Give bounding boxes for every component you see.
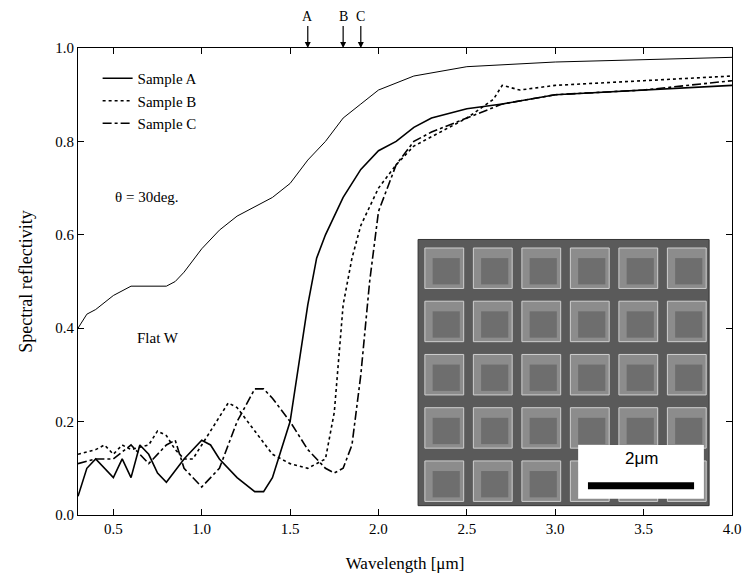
svg-text:A: A: [302, 9, 313, 24]
svg-text:0.5: 0.5: [104, 521, 123, 537]
svg-text:2.0: 2.0: [369, 521, 388, 537]
svg-text:C: C: [356, 9, 365, 24]
svg-text:0.8: 0.8: [55, 134, 74, 150]
svg-text:0.4: 0.4: [55, 320, 74, 336]
svg-text:Sample A: Sample A: [138, 71, 197, 87]
svg-text:2μm: 2μm: [625, 449, 658, 468]
svg-text:Spectral reflectivity: Spectral reflectivity: [16, 210, 36, 352]
svg-text:Wavelength [μm]: Wavelength [μm]: [346, 554, 465, 573]
svg-text:1.0: 1.0: [55, 40, 74, 56]
svg-text:3.0: 3.0: [546, 521, 565, 537]
svg-text:4.0: 4.0: [723, 521, 742, 537]
svg-text:2.5: 2.5: [457, 521, 476, 537]
svg-text:0.0: 0.0: [55, 507, 74, 523]
svg-text:Flat W: Flat W: [137, 330, 179, 346]
svg-text:1.5: 1.5: [281, 521, 300, 537]
svg-text:0.2: 0.2: [55, 414, 74, 430]
svg-text:B: B: [339, 9, 348, 24]
svg-text:θ = 30deg.: θ = 30deg.: [115, 189, 179, 205]
svg-text:0.6: 0.6: [55, 227, 74, 243]
svg-text:Sample B: Sample B: [138, 94, 197, 110]
svg-text:Sample C: Sample C: [138, 116, 197, 132]
svg-text:3.5: 3.5: [634, 521, 653, 537]
svg-text:1.0: 1.0: [192, 521, 211, 537]
